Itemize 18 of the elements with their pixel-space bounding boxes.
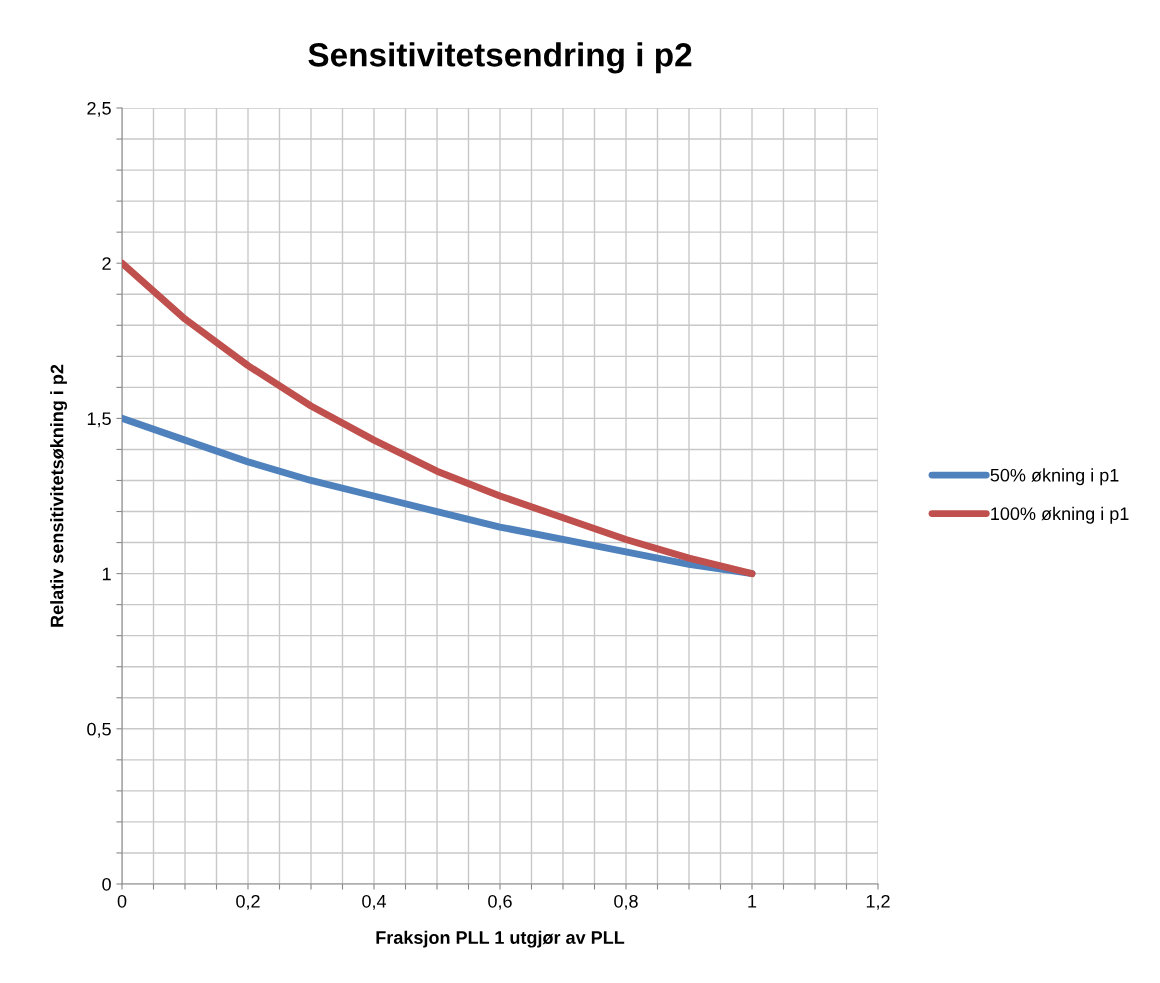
y-tick-label: 2 [102,257,111,270]
y-tick-label: 2,5 [87,101,111,117]
legend-label: 50% økning i p1 [990,468,1119,486]
y-tick-label: 1,5 [87,412,111,428]
chart-title: Sensitivitetsendring i p2 [308,42,692,74]
x-tick-label: 1 [748,895,757,908]
x-tick-label: 0,4 [362,894,387,910]
y-tick-label: 0,5 [87,722,111,738]
x-axis-title: Fraksjon PLL 1 utgjør av PLL [376,930,625,948]
x-tick-label: 1,2 [866,894,890,910]
x-tick-label: 0,2 [236,894,260,910]
legend-label: 100% økning i p1 [991,506,1129,524]
y-axis-title: Relativ sensitivitetsøkning i p2 [50,364,68,627]
y-tick-label: 0 [102,877,111,891]
x-tick-label: 0 [117,894,127,908]
x-tick-label: 0,8 [614,894,638,910]
x-tick-label: 0,6 [488,894,512,910]
y-tick-label: 1 [102,567,111,581]
